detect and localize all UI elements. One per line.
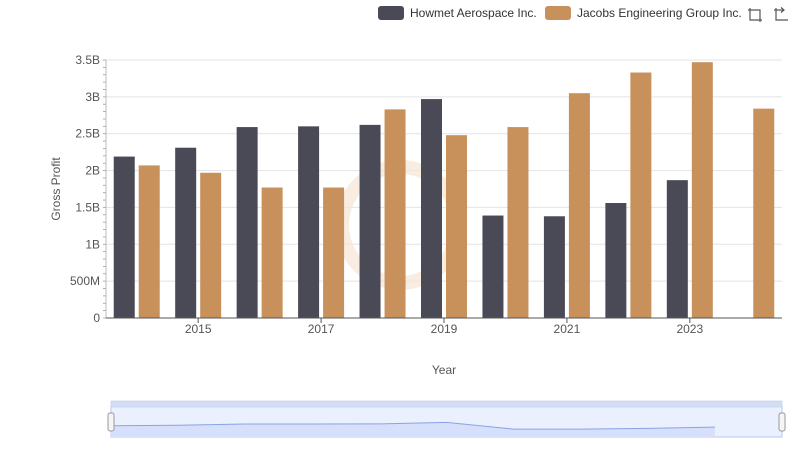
navigator-line (110, 421, 715, 430)
bar-howmet-2023[interactable] (666, 180, 688, 318)
bar-jacobs-2021[interactable] (568, 93, 590, 319)
bar-series (113, 62, 775, 319)
bar-howmet-2018[interactable] (359, 124, 381, 319)
bar-howmet-2016[interactable] (236, 127, 258, 318)
navigator-left-handle[interactable] (107, 412, 115, 432)
axis-labels: Gross Profit Year (49, 157, 456, 377)
x-tick-label: 2019 (431, 322, 458, 336)
bar-jacobs-2015[interactable] (200, 172, 222, 318)
legend-swatch-howmet (378, 6, 404, 20)
y-tick-label: 0 (93, 311, 100, 325)
bar-jacobs-2017[interactable] (323, 187, 345, 318)
bar-howmet-2022[interactable] (605, 203, 627, 318)
bar-jacobs-2014[interactable] (138, 165, 160, 318)
legend-label-howmet: Howmet Aerospace Inc. (410, 6, 537, 20)
axes: 0 500M 1B 1.5B 2B 2.5B 3B 3.5B 2015 2017 2019 2021 2… (70, 53, 782, 336)
y-axis-title: Gross Profit (49, 157, 63, 221)
x-tick-label: 2021 (554, 322, 581, 336)
legend-item-howmet[interactable]: Howmet Aerospace Inc. (378, 4, 537, 22)
y-tick-label: 3.5B (75, 53, 100, 67)
bar-jacobs-2018[interactable] (384, 109, 406, 318)
bar-jacobs-2019[interactable] (446, 135, 467, 318)
bar-jacobs-2024[interactable] (753, 108, 775, 318)
navigator-right-handle[interactable] (778, 412, 786, 432)
range-navigator[interactable] (107, 400, 786, 438)
y-tick-label: 500M (70, 274, 100, 288)
y-tick-label: 1.5B (75, 200, 100, 214)
legend-swatch-jacobs (545, 6, 571, 20)
bar-howmet-2019[interactable] (421, 99, 442, 318)
legend-item-jacobs[interactable]: Jacobs Engineering Group Inc. (545, 4, 742, 22)
y-tick-label: 3B (85, 90, 100, 104)
bar-jacobs-2023[interactable] (691, 62, 713, 319)
bar-howmet-2014[interactable] (113, 156, 135, 318)
x-tick-label: 2023 (676, 322, 703, 336)
navigator-area (111, 422, 715, 437)
y-tick-label: 2B (85, 164, 100, 178)
bar-howmet-2021[interactable] (543, 216, 565, 318)
bar-howmet-2020[interactable] (482, 215, 504, 318)
crosshair-zoom-icon[interactable] (747, 7, 763, 23)
bar-jacobs-2020[interactable] (507, 127, 529, 318)
bar-howmet-2017[interactable] (298, 126, 320, 318)
x-tick-label: 2015 (185, 322, 212, 336)
bar-jacobs-2022[interactable] (630, 72, 652, 318)
navigator-scrollbar[interactable] (110, 400, 783, 408)
bar-jacobs-2016[interactable] (261, 187, 283, 318)
y-tick-label: 2.5B (75, 127, 100, 141)
y-tick-label: 1B (85, 237, 100, 251)
reset-zoom-icon[interactable] (773, 7, 789, 23)
bar-howmet-2015[interactable] (175, 147, 197, 318)
x-axis-title: Year (432, 363, 456, 377)
x-tick-label: 2017 (308, 322, 335, 336)
legend-label-jacobs: Jacobs Engineering Group Inc. (577, 6, 742, 20)
